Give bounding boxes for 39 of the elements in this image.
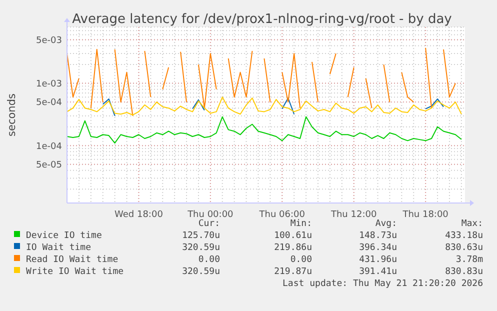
text: 320.59u [182,267,220,277]
legend-label: IO Wait time [26,243,92,253]
y-tick-label: 5e-05 [36,160,62,171]
text: 125.70u [182,231,220,241]
y-tick-label: 5e-03 [36,36,62,46]
x-tick-label: Thu 12:00 [330,210,377,220]
legend-label: Device IO time [26,231,102,241]
legend-label: Write IO Wait time [26,267,124,277]
y-tick-label: 5e-04 [36,98,62,108]
x-tick-label: Thu 06:00 [258,210,306,220]
text: 0.00 [290,255,312,265]
text: Min: [290,219,312,229]
x-tick-label: Thu 00:00 [186,210,234,220]
text: Avg: [375,219,397,229]
text: Cur: [198,219,220,229]
text: 391.41u [359,267,397,277]
y-tick-label: 1e-03 [36,79,62,90]
chart-title: Average latency for /dev/prox1-nlnog-ring-vg/root - by day [72,12,452,27]
text: Last update: Thu May 21 21:20:20 2026 [282,279,483,289]
line-series [66,96,462,116]
text: 830.83u [445,267,483,277]
text: 433.18u [445,231,483,241]
legend-label: Read IO Wait time [26,255,118,265]
text: 431.96u [359,255,397,265]
text: 320.59u [182,243,220,253]
text: 830.63u [445,243,483,253]
y-tick-label: 1e-04 [36,142,62,152]
x-tick-label: Wed 18:00 [114,210,164,220]
text: 3.78m [456,255,483,265]
text: 396.34u [359,243,397,253]
x-tick-label: Thu 18:00 [402,210,449,220]
line-series [66,116,462,144]
text: 100.61u [274,231,312,241]
text: 0.00 [198,255,220,265]
text: 219.86u [274,243,312,253]
text: Max: [461,219,483,229]
text: 148.73u [359,231,397,241]
text: 219.87u [274,267,312,277]
y-axis-title: seconds [6,94,18,136]
